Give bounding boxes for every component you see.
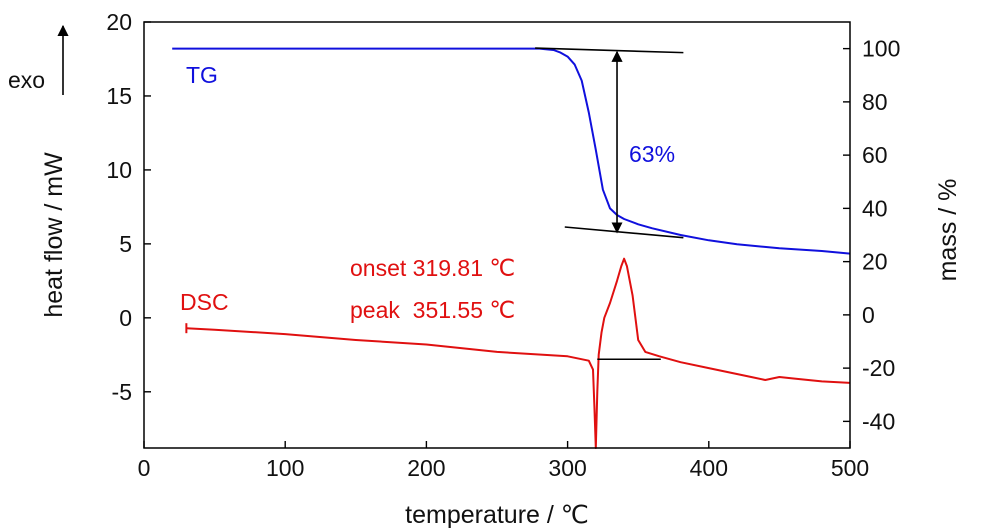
right-y-tick-label: 60: [862, 142, 888, 168]
left-axis-title: heat flow / mW: [40, 152, 68, 318]
x-tick-label: 0: [138, 455, 151, 481]
x-tick-label: 200: [407, 455, 445, 481]
x-axis-title: temperature / ℃: [405, 501, 589, 529]
right-y-tick-label: 0: [862, 302, 875, 328]
plot-frame: [143, 21, 851, 449]
right-y-tick-label: 40: [862, 195, 888, 221]
x-tick-label: 500: [831, 455, 869, 481]
left-y-tick-label: 5: [119, 231, 132, 257]
tg-upper-tangent-line: [535, 47, 684, 54]
right-y-tick-label: 80: [862, 89, 888, 115]
x-tick-label: 100: [266, 455, 304, 481]
tg-lower-tangent-line: [564, 226, 684, 239]
left-y-tick-label: 20: [106, 9, 132, 35]
tg-series-label: TG: [186, 62, 218, 88]
right-y-tick-label: -20: [862, 355, 895, 381]
tg-curve: [172, 47, 851, 255]
x-tick-label: 400: [690, 455, 728, 481]
mass-loss-label: 63%: [629, 141, 675, 167]
right-y-tick-label: -40: [862, 408, 895, 434]
right-axis-title: mass / %: [934, 179, 962, 282]
left-y-tick-label: 10: [106, 157, 132, 183]
left-y-tick-label: -5: [112, 379, 132, 405]
left-y-tick-label: 15: [106, 83, 132, 109]
onset-label: onset 319.81 ℃: [350, 255, 515, 281]
exo-label: exo: [8, 67, 45, 93]
dsc-curve: [186, 257, 851, 449]
right-y-tick-label: 20: [862, 249, 888, 275]
peak-label: peak 351.55 ℃: [350, 297, 515, 323]
left-y-tick-label: 0: [119, 305, 132, 331]
right-y-tick-label: 100: [862, 36, 900, 62]
x-tick-label: 300: [548, 455, 586, 481]
dsc-series-label: DSC: [180, 289, 229, 315]
